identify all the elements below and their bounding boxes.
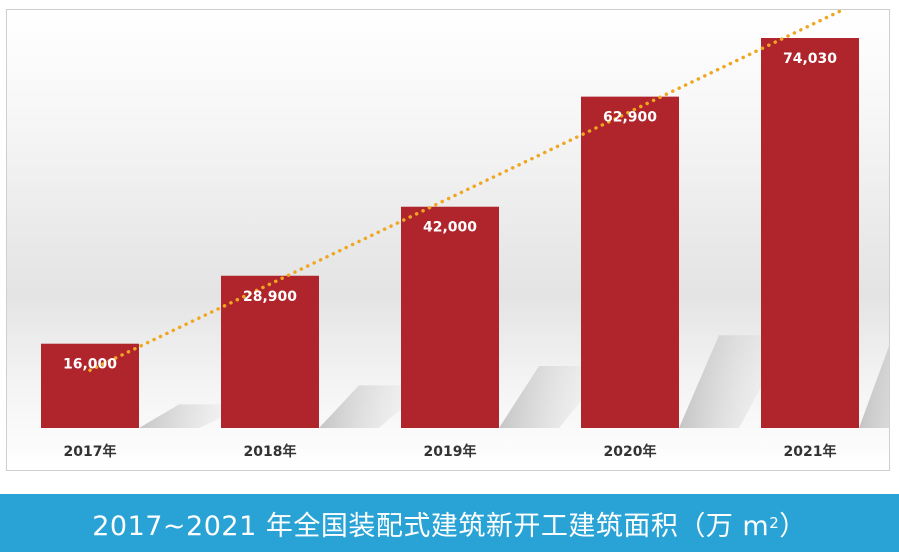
category-label: 2017年: [64, 443, 117, 460]
bar-2017年: [41, 343, 139, 428]
category-label: 2018年: [244, 443, 297, 460]
data-label: 16,000: [63, 357, 117, 373]
chart-title-superscript: 2: [769, 514, 780, 532]
category-label: 2021年: [784, 443, 837, 460]
category-label: 2020年: [604, 443, 657, 460]
data-label: 74,030: [783, 51, 837, 67]
data-label: 62,900: [603, 110, 657, 126]
bar-2019年: [401, 206, 499, 428]
bar-2020年: [581, 96, 679, 428]
chart-title-main: 2017~2021 年全国装配式建筑新开工建筑面积（万 m: [92, 510, 770, 542]
trendline: [88, 10, 847, 373]
chart-title-tail: ）: [779, 510, 807, 542]
chart-title: 2017~2021 年全国装配式建筑新开工建筑面积（万 m 2）: [0, 494, 899, 552]
category-label: 2019年: [424, 443, 477, 460]
bar-2021年: [761, 38, 859, 428]
data-label: 42,000: [423, 220, 477, 236]
bar-chart: 16,000 2017年 28,900 2018年 42,000 2019年 62,900 2…: [41, 10, 889, 460]
bar-shadow: [859, 346, 889, 428]
data-label: 28,900: [243, 289, 297, 305]
chart-area: 16,000 2017年 28,900 2018年 42,000 2019年 62,900 2…: [6, 9, 890, 471]
